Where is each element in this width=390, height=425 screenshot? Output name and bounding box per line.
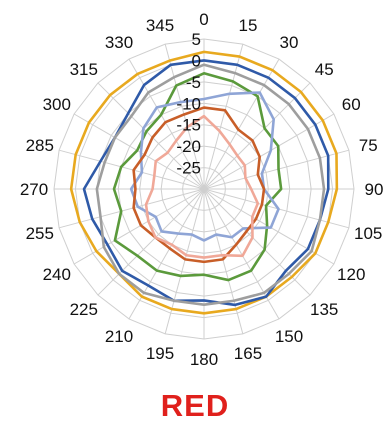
series-line-1: [69, 50, 339, 315]
angle-tick-label: 30: [280, 33, 299, 52]
grid-spoke: [58, 149, 205, 190]
radial-tick-label: -25: [176, 159, 201, 178]
angle-tick-label: 45: [315, 60, 334, 79]
angle-tick-label: 240: [43, 265, 71, 284]
radial-tick-label: 0: [192, 51, 201, 70]
grid-spoke: [164, 43, 205, 190]
angle-tick-label: 180: [190, 350, 218, 369]
grid-spoke: [73, 113, 205, 190]
angle-tick-label: 105: [354, 224, 382, 243]
angle-tick-label: 225: [70, 300, 98, 319]
angle-tick-label: 165: [234, 344, 262, 363]
grid-spoke: [128, 58, 205, 190]
radial-tick-label: -10: [176, 94, 201, 113]
grid: [53, 38, 355, 340]
grid-spoke: [203, 149, 350, 190]
grid-spoke: [58, 188, 205, 229]
series-line-3: [95, 63, 326, 307]
series-line-6: [132, 106, 266, 264]
grid-spoke: [203, 188, 350, 229]
angle-tick-label: 285: [26, 136, 54, 155]
grid-spoke: [203, 43, 244, 190]
angle-tick-label: 300: [43, 95, 71, 114]
grid-spoke: [203, 113, 335, 190]
angle-tick-label: 195: [146, 344, 174, 363]
grid-spoke: [203, 58, 280, 190]
angle-tick-label: 150: [275, 327, 303, 346]
angle-tick-label: 0: [199, 10, 208, 29]
angle-tick-label: 330: [105, 33, 133, 52]
angle-tick-label: 120: [337, 265, 365, 284]
angle-tick-label: 60: [342, 95, 361, 114]
angle-tick-label: 15: [239, 16, 258, 35]
radial-tick-labels: 5 0 -5 -10 -15 -20 -25: [176, 30, 201, 178]
grid-spoke: [97, 82, 205, 190]
angle-tick-label: 210: [105, 327, 133, 346]
radial-tick-label: 5: [192, 30, 201, 49]
radial-tick-label: -20: [176, 137, 201, 156]
chart-caption: RED: [160, 388, 230, 423]
radial-tick-label: -15: [176, 116, 201, 135]
angle-tick-label: 135: [310, 300, 338, 319]
series-line-7: [144, 114, 260, 259]
angle-tick-label: 75: [359, 136, 378, 155]
grid-spoke: [203, 82, 311, 190]
radar-chart: 50-5-10-15-20-25 0 1530456075901051201351…: [20, 10, 384, 369]
radial-tick-label: -5: [186, 73, 201, 92]
series-group: [69, 50, 339, 315]
angle-tick-label: 255: [26, 224, 54, 243]
series-line-4: [112, 71, 283, 282]
angle-tick-labels: 0 15 30 45 60 75 90 105 120 135 150 165 180 195 210 225…: [20, 10, 384, 369]
angle-tick-label: 345: [146, 16, 174, 35]
angle-tick-label: 90: [365, 180, 384, 199]
angle-tick-label: 315: [70, 60, 98, 79]
series-line-5: [129, 91, 280, 242]
grid-spoke: [97, 188, 205, 296]
angle-tick-label: 270: [20, 180, 48, 199]
